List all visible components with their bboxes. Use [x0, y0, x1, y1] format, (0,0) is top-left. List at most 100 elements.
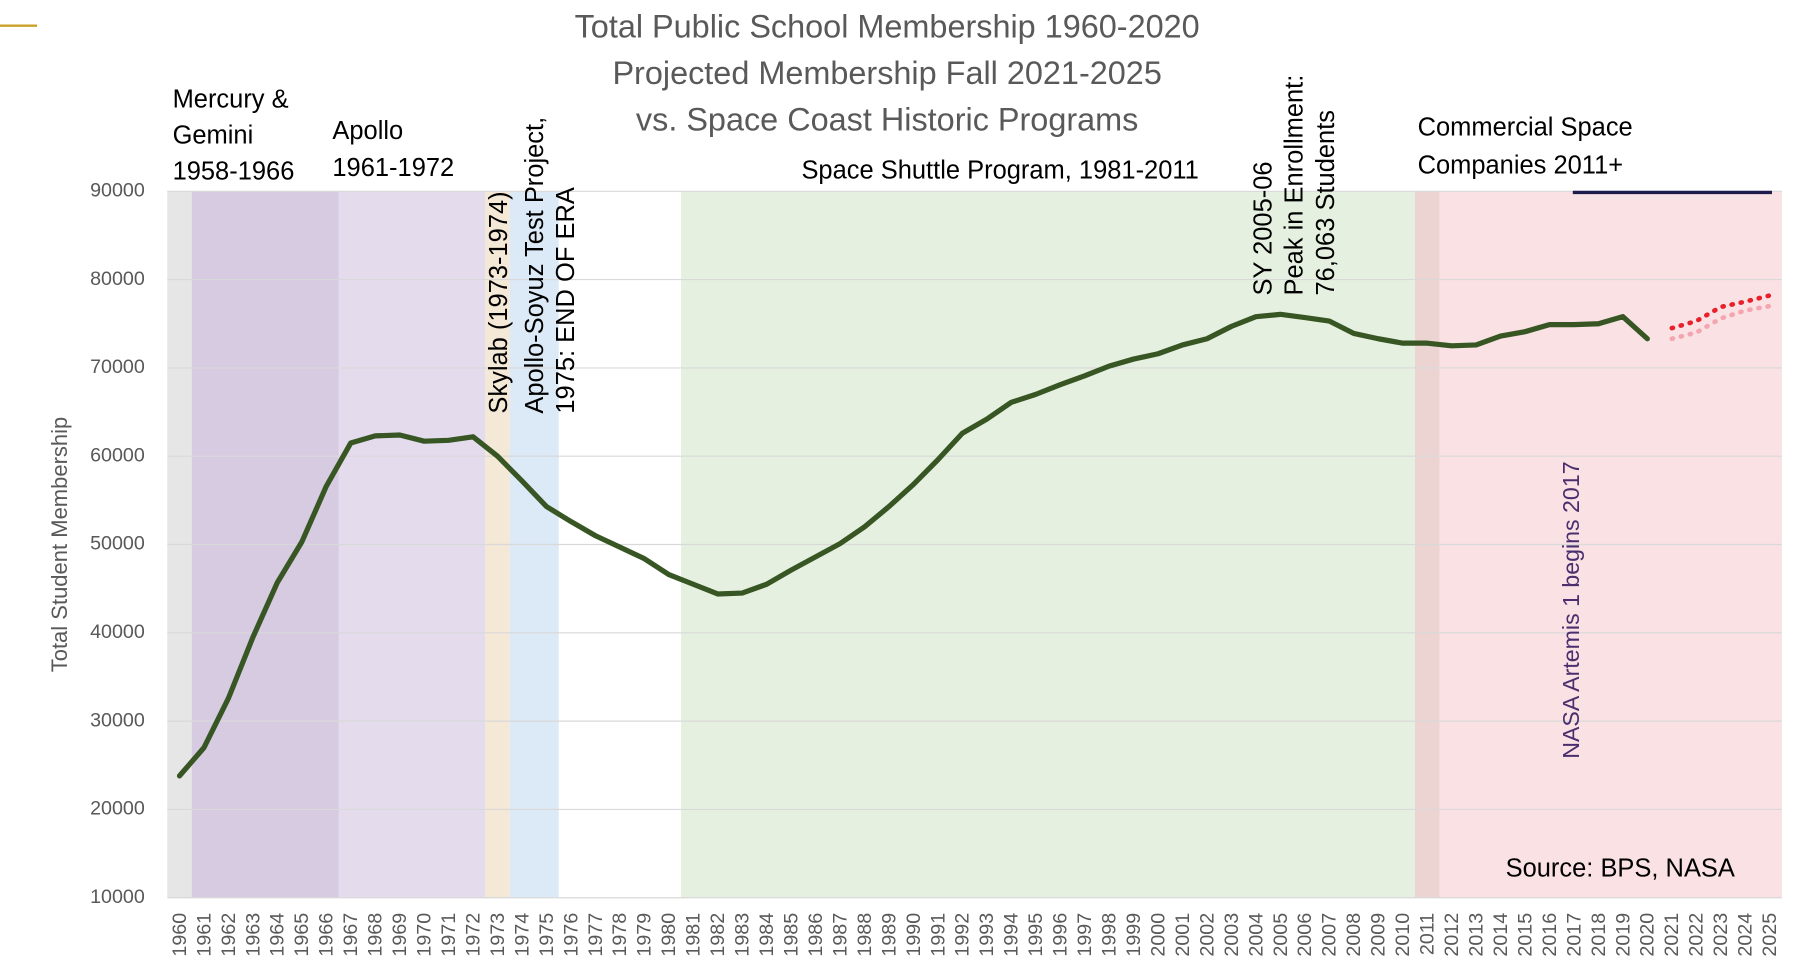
- region-label: Companies 2011+: [1418, 152, 1624, 180]
- x-tick-label: 2001: [1172, 913, 1194, 957]
- x-tick-label: 1967: [340, 913, 362, 957]
- x-tick-label: 1979: [634, 913, 656, 957]
- x-tick-label: 1994: [1001, 913, 1023, 957]
- x-tick-label: 1973: [487, 913, 509, 957]
- x-tick-label: 1986: [805, 913, 827, 957]
- x-tick-label: 1968: [365, 913, 387, 957]
- x-tick-label: 2011: [1417, 913, 1439, 955]
- region-label: Space Shuttle Program, 1981-2011: [801, 156, 1198, 184]
- x-tick-label: 2021: [1661, 913, 1683, 957]
- x-tick-label: 2004: [1245, 913, 1267, 957]
- x-tick-label: 1996: [1050, 913, 1072, 957]
- x-tick-label: 1970: [414, 913, 436, 957]
- x-tick-label: 1976: [560, 913, 582, 957]
- x-tick-label: 2022: [1686, 913, 1708, 957]
- x-tick-label: 1993: [976, 913, 998, 957]
- x-tick-label: 1985: [780, 913, 802, 957]
- region-label: 1958-1966: [173, 157, 295, 185]
- x-tick-label: 1999: [1123, 913, 1145, 957]
- region-label: 1961-1972: [332, 154, 454, 182]
- annotation: 76,063 Students: [1312, 110, 1340, 296]
- x-tick-label: 2003: [1221, 913, 1243, 957]
- x-tick-label: 2015: [1514, 913, 1536, 957]
- series-line: [1669, 293, 1772, 331]
- x-tick-label: 2020: [1637, 913, 1659, 957]
- x-tick-label: 2012: [1441, 913, 1463, 957]
- x-tick-label: 1987: [829, 913, 851, 957]
- x-tick-label: 1988: [854, 913, 876, 957]
- chart-title: Total Public School Membership 1960-2020: [575, 9, 1200, 45]
- x-tick-label: 1982: [707, 913, 729, 957]
- x-tick-label: 1990: [903, 913, 925, 957]
- x-tick-label: 1971: [438, 913, 460, 957]
- x-tick-label: 1980: [658, 913, 680, 957]
- x-tick-label: 1962: [218, 913, 240, 957]
- x-tick-label: 2000: [1147, 913, 1169, 957]
- x-tick-label: 1960: [169, 913, 191, 957]
- x-tick-label: 1981: [683, 913, 705, 957]
- x-tick-label: 1978: [609, 913, 631, 957]
- x-tick-label: 1995: [1025, 913, 1047, 957]
- region-label: Skylab (1973-1974): [485, 191, 513, 413]
- chart-title: vs. Space Coast Historic Programs: [636, 101, 1138, 137]
- x-tick-label: 1964: [267, 913, 289, 957]
- x-tick-label: 1991: [927, 913, 949, 957]
- x-tick-label: 1972: [462, 913, 484, 957]
- y-tick-label: 70000: [90, 356, 145, 378]
- region-label: Mercury &: [173, 86, 289, 114]
- x-tick-label: 2017: [1563, 913, 1585, 957]
- region-label: Commercial Space: [1418, 113, 1633, 141]
- series-line: [1669, 303, 1772, 342]
- y-tick-label: 50000: [90, 533, 145, 555]
- annotation: SY 2005-06: [1249, 161, 1277, 295]
- x-tick-label: 1983: [732, 913, 754, 957]
- x-tick-label: 1966: [316, 913, 338, 957]
- y-tick-label: 40000: [90, 621, 145, 643]
- annotation: NASA Artemis 1 begins 2017: [1558, 461, 1584, 758]
- x-tick-label: 1961: [193, 913, 215, 957]
- x-tick-label: 2016: [1539, 913, 1561, 957]
- x-tick-label: 2019: [1612, 913, 1634, 957]
- x-tick-label: 2018: [1588, 913, 1610, 957]
- y-axis-label: Total Student Membership: [47, 417, 72, 673]
- x-tick-label: 2008: [1343, 913, 1365, 957]
- x-tick-label: 2007: [1319, 913, 1341, 957]
- y-tick-label: 90000: [90, 179, 145, 201]
- annotation: Peak in Enrollment:: [1281, 75, 1309, 296]
- source: Source: BPS, NASA: [1506, 855, 1735, 883]
- x-tick-label: 2002: [1196, 913, 1218, 957]
- region-label: Apollo: [332, 117, 403, 145]
- grid: 10000 20000 30000 40000 50000 60000 70000 80000…: [90, 179, 1782, 957]
- y-tick-label: 10000: [90, 886, 145, 908]
- x-tick-label: 1965: [291, 913, 313, 957]
- x-tick-label: 2005: [1270, 913, 1292, 957]
- x-tick-label: 2023: [1710, 913, 1732, 957]
- x-tick-label: 2009: [1368, 913, 1390, 957]
- x-tick-label: 1974: [511, 913, 533, 957]
- y-tick-label: 30000: [90, 709, 145, 731]
- chart-title: Projected Membership Fall 2021-2025: [612, 55, 1161, 91]
- region-label: 1975: END OF ERA: [552, 187, 580, 413]
- x-tick-label: 1984: [756, 913, 778, 957]
- series-line: [176, 311, 1650, 779]
- x-tick-label: 1975: [536, 913, 558, 957]
- y-tick-label: 20000: [90, 798, 145, 820]
- x-tick-label: 2010: [1392, 913, 1414, 957]
- x-tick-label: 2025: [1759, 913, 1781, 957]
- x-tick-label: 2006: [1294, 913, 1316, 957]
- x-tick-label: 1977: [585, 913, 607, 957]
- x-tick-label: 1969: [389, 913, 411, 957]
- x-tick-label: 1963: [242, 913, 264, 957]
- x-tick-label: 1992: [952, 913, 974, 957]
- x-tick-label: 1997: [1074, 913, 1096, 957]
- region-label: Apollo-Soyuz Test Project,: [521, 117, 549, 414]
- x-tick-label: 1998: [1099, 913, 1121, 957]
- series: [176, 293, 1772, 779]
- x-tick-label: 2013: [1465, 913, 1487, 957]
- x-tick-label: 1989: [878, 913, 900, 957]
- y-tick-label: 60000: [90, 444, 145, 466]
- region-label: Gemini: [173, 122, 254, 150]
- y-tick-label: 80000: [90, 268, 145, 290]
- x-tick-label: 2024: [1735, 913, 1757, 957]
